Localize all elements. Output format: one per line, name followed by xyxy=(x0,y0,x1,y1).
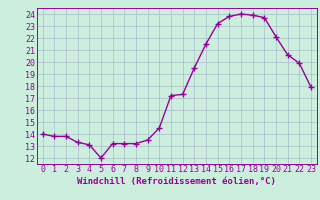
X-axis label: Windchill (Refroidissement éolien,°C): Windchill (Refroidissement éolien,°C) xyxy=(77,177,276,186)
